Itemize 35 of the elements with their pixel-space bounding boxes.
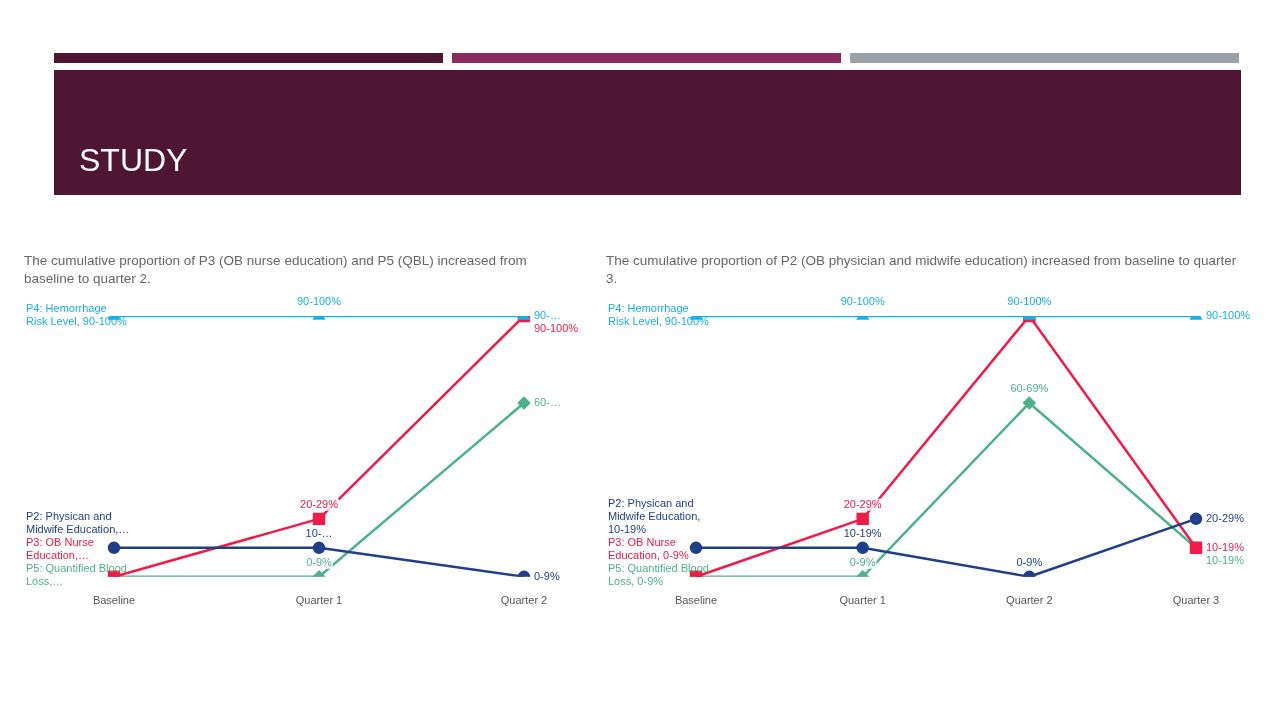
data-label: 90-100% bbox=[1206, 309, 1251, 322]
data-label: 90-100% bbox=[534, 322, 579, 335]
x-tick-label: Quarter 3 bbox=[1172, 594, 1220, 607]
chart-title: The cumulative proportion of P2 (OB physician and midwife education) increased from baseline to quarter 3. bbox=[606, 252, 1238, 288]
x-tick-label: Baseline bbox=[674, 594, 718, 607]
x-tick-label: Quarter 1 bbox=[295, 594, 343, 607]
x-tick-label: Quarter 2 bbox=[1006, 594, 1053, 607]
data-label: 90-100% bbox=[1007, 295, 1052, 308]
x-tick-label: Quarter 2 bbox=[500, 594, 548, 607]
data-label: 0-9% bbox=[306, 555, 333, 568]
data-label: 10-19% bbox=[843, 526, 882, 539]
data-label: 90-100% bbox=[840, 295, 885, 308]
x-tick-label: Baseline bbox=[92, 594, 136, 607]
data-label: 60-69% bbox=[1010, 381, 1049, 394]
banner: STUDY bbox=[54, 70, 1241, 195]
series-label: P3: OB Nurse Education,… bbox=[26, 536, 94, 562]
data-label: 10-19% bbox=[1206, 540, 1245, 553]
data-label: 90-100% bbox=[296, 295, 342, 308]
x-tick-label: Quarter 1 bbox=[839, 594, 886, 607]
data-label: 20-29% bbox=[843, 497, 882, 510]
data-label: 10-… bbox=[305, 526, 333, 539]
series-label: P2: Physican and Midwife Education, 10-19% bbox=[608, 497, 701, 536]
data-label: 20-29% bbox=[1206, 511, 1245, 524]
series-label: P5: Quantified Blood Loss, 0-9% bbox=[608, 562, 709, 588]
series-label: P2: Physican and Midwife Education,… bbox=[26, 510, 130, 536]
chart-title: The cumulative proportion of P3 (OB nurse education) and P5 (QBL) increased from baseline to quarter 2. bbox=[24, 252, 528, 288]
series-label: P5: Quantified Blood Loss,… bbox=[26, 562, 127, 588]
data-label: 10-19% bbox=[1206, 553, 1245, 566]
data-label: 20-29% bbox=[300, 497, 339, 510]
data-label: 0-9% bbox=[534, 569, 560, 582]
data-label: 60-… bbox=[534, 395, 561, 408]
series-label: P3: OB Nurse Education, 0-9% bbox=[608, 536, 689, 562]
data-label: 90-… bbox=[534, 309, 561, 322]
data-label: 0-9% bbox=[1016, 555, 1043, 568]
data-label: 0-9% bbox=[849, 555, 876, 568]
